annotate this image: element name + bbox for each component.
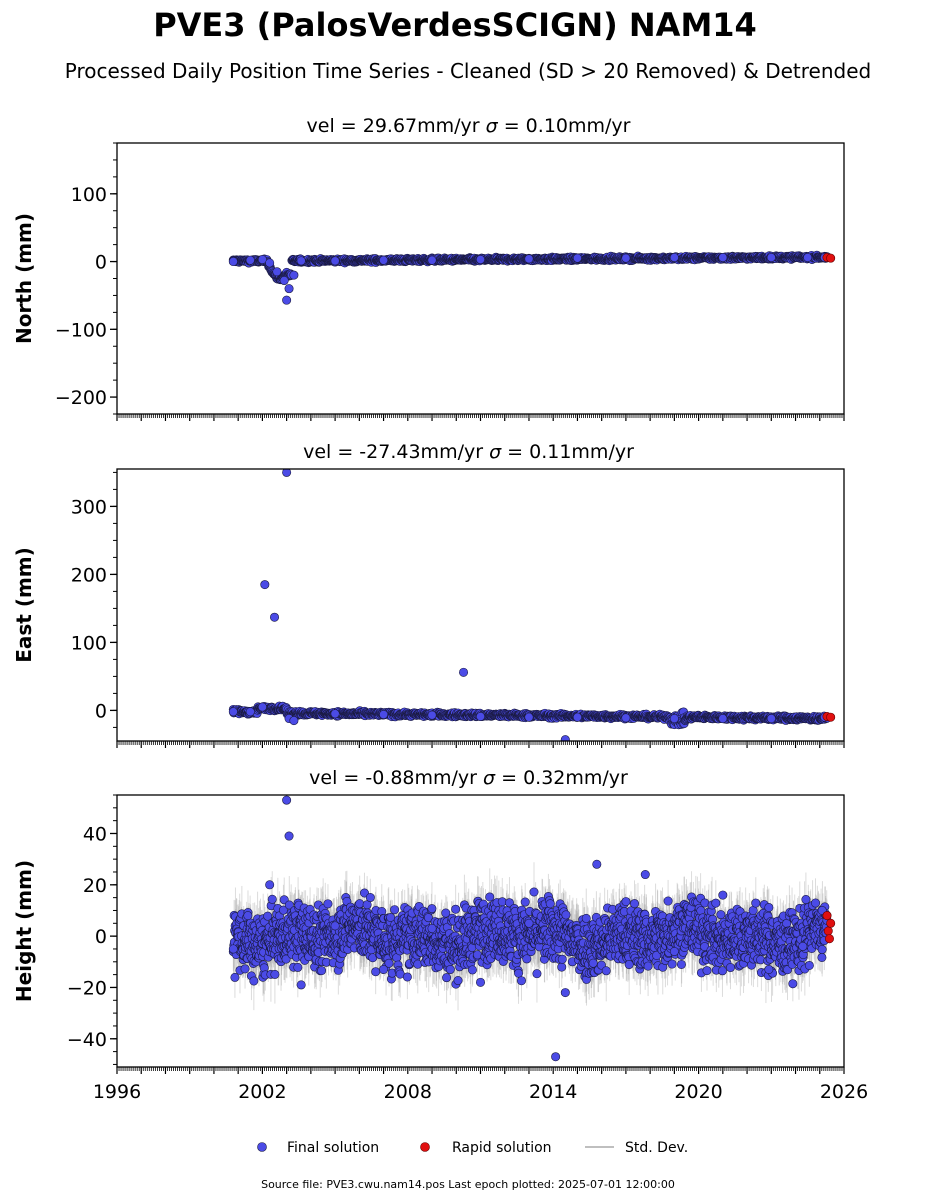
figure-title: PVE3 (PalosVerdesSCIGN) NAM14 <box>153 6 757 44</box>
rapid-solution-point <box>826 253 836 263</box>
final-solution-point <box>257 255 267 265</box>
panel-title: vel = -27.43mm/yr σ = 0.11mm/yr <box>303 441 634 463</box>
y-axis-label: East (mm) <box>12 547 36 663</box>
panel-title-sigma-value: = 0.10mm/yr <box>498 115 631 137</box>
final-solution-point <box>289 270 299 280</box>
final-solution-point <box>524 254 534 264</box>
plot-area <box>228 250 836 305</box>
final-solution-point <box>669 252 679 262</box>
y-axis-label: North (mm) <box>12 213 36 344</box>
final-solution-point <box>279 276 289 286</box>
panel-title-sigma: σ <box>486 115 499 137</box>
final-solution-point <box>427 255 437 265</box>
final-solution-point <box>572 253 582 263</box>
panel-title: vel = 29.67mm/yr σ = 0.10mm/yr <box>307 115 631 137</box>
y-tick-label: 100 <box>71 184 107 206</box>
final-solution-point <box>245 255 255 265</box>
final-solution-point <box>621 253 631 263</box>
final-solution-point <box>475 255 485 265</box>
panel-east: vel = -27.43mm/yr σ = 0.11mm/yr East (mm)… <box>12 441 845 748</box>
y-tick-label: −100 <box>55 319 107 341</box>
final-solution-point <box>296 256 306 266</box>
y-tick-label: 0 <box>95 252 107 274</box>
final-solution-point <box>803 252 813 262</box>
final-solution-point <box>228 257 238 267</box>
panel-title-sigma-value: = 0.11mm/yr <box>501 441 634 463</box>
final-solution-point <box>282 295 292 305</box>
panel-title-velocity: vel = -27.43mm/yr <box>303 441 489 463</box>
panel-title-velocity: vel = 29.67mm/yr <box>307 115 486 137</box>
y-tick-label: −200 <box>55 387 107 409</box>
final-solution-point <box>379 255 389 265</box>
panels: vel = 29.67mm/yr σ = 0.10mm/yr North (mm)… <box>12 115 868 1103</box>
panel-title-sigma: σ <box>489 441 502 463</box>
panel-north: vel = 29.67mm/yr σ = 0.10mm/yr North (mm)… <box>12 115 845 421</box>
plot-area <box>228 469 836 741</box>
final-solution-point <box>284 284 294 294</box>
figure-subtitle: Processed Daily Position Time Series - C… <box>65 59 871 83</box>
final-solution-point <box>766 252 776 262</box>
final-solution-point <box>718 252 728 262</box>
final-solution-point <box>265 258 275 268</box>
axes-frame <box>116 142 845 415</box>
final-solution-point <box>272 267 282 277</box>
final-solution-point <box>330 256 340 266</box>
final-solution-points <box>228 701 832 730</box>
final-solution-cloud <box>228 701 832 730</box>
